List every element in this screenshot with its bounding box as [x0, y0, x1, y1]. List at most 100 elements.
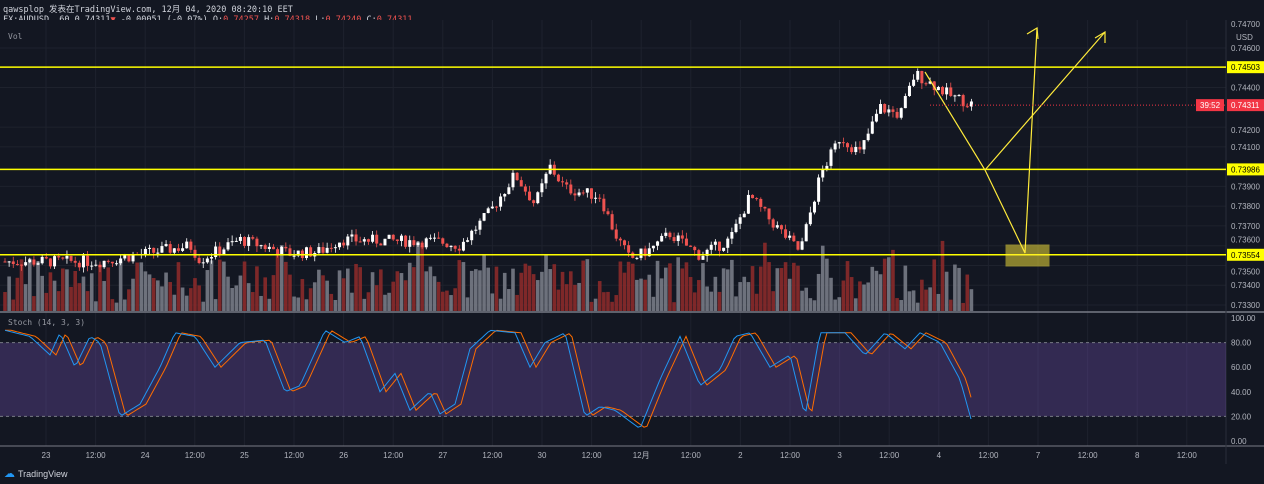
candle-down: [792, 235, 796, 242]
candle-down: [528, 191, 532, 201]
candle-down: [932, 81, 936, 91]
volume-bar: [213, 299, 218, 311]
volume-bar: [535, 280, 540, 311]
volume-bar: [948, 299, 953, 311]
candle-up: [879, 104, 883, 114]
level-price-label: 0.73986: [1231, 165, 1260, 174]
price-tick: 0.73700: [1231, 222, 1260, 231]
candle-up: [222, 249, 226, 255]
candle-down: [623, 240, 626, 246]
candle-up: [90, 265, 94, 267]
volume-bar: [263, 277, 267, 311]
volume-bar: [61, 268, 65, 311]
candle-up: [102, 260, 106, 268]
candle-up: [577, 192, 581, 196]
countdown-label: 39:52: [1200, 101, 1221, 110]
volume-bar: [829, 277, 833, 311]
candle-down: [569, 184, 573, 194]
candle-up: [536, 192, 540, 204]
volume-bar: [89, 273, 94, 311]
stoch-band: [0, 342, 1226, 417]
volume-bar: [222, 261, 226, 311]
volume-bar: [238, 275, 243, 311]
candle-up: [40, 256, 44, 264]
candle-down: [643, 248, 647, 257]
price-axis[interactable]: 0.74700 0.74600 0.74400 0.74200 0.74100 0.739…: [1196, 20, 1264, 446]
candle-up: [185, 241, 189, 249]
candle-down: [243, 236, 247, 246]
candle-up: [953, 95, 957, 97]
volume-bar: [449, 295, 453, 311]
volume-bar: [176, 262, 181, 311]
candle-up: [24, 262, 28, 266]
candle-up: [808, 212, 812, 225]
volume-bar: [907, 291, 912, 311]
volume-bar: [412, 267, 416, 311]
candle-up: [428, 237, 432, 239]
candle-down: [684, 238, 688, 246]
time-tick: 12:00: [383, 451, 404, 460]
candle-up: [540, 183, 544, 193]
candle-down: [73, 260, 77, 263]
candle-up: [433, 237, 437, 239]
stoch-tick: 80.00: [1231, 339, 1252, 348]
candle-down: [110, 261, 114, 264]
price-tick: 0.74200: [1231, 126, 1260, 135]
volume-bar: [151, 278, 156, 311]
candle-down: [846, 143, 850, 148]
candle-down: [189, 241, 193, 250]
volume-bar: [858, 281, 862, 311]
candle-up: [164, 244, 168, 247]
time-tick: 3: [837, 451, 842, 460]
candle-up: [825, 165, 829, 171]
candle-up: [817, 177, 821, 202]
candle-down: [329, 247, 333, 249]
volume-bar: [664, 267, 668, 311]
level-price-tag: [1227, 163, 1264, 176]
price-tick: 0.73900: [1231, 182, 1260, 191]
candle-up: [887, 109, 891, 113]
candle-down: [309, 247, 313, 257]
projection-arrow: [984, 31, 1106, 171]
candle-down: [796, 241, 800, 250]
tradingview-logo[interactable]: ☁ TradingView: [4, 467, 68, 480]
volume-bar: [552, 264, 557, 311]
volume-bar: [457, 260, 462, 311]
volume-bar: [81, 276, 86, 311]
volume-bar: [804, 287, 809, 311]
volume-bar: [932, 259, 937, 311]
volume-bar: [288, 274, 292, 311]
volume-bar: [961, 302, 965, 311]
volume-bar: [911, 290, 916, 311]
time-tick: 12:00: [582, 451, 603, 460]
candle-down: [358, 241, 362, 243]
drawings[interactable]: [0, 26, 1226, 267]
volume-bar: [110, 299, 115, 311]
volume-bar: [531, 274, 536, 311]
time-tick: 8: [1135, 451, 1140, 460]
time-tick: 12:00: [86, 451, 107, 460]
candle-up: [499, 196, 503, 207]
candle-up: [280, 246, 284, 256]
time-tick: 12月: [633, 451, 650, 460]
volume-bar: [597, 281, 602, 311]
candle-up: [247, 237, 251, 246]
volume-bar: [837, 297, 842, 311]
candle-up: [333, 247, 337, 249]
volume-bar: [275, 252, 280, 311]
volume-bar: [69, 286, 73, 311]
candle-down: [271, 246, 275, 250]
price-tick: 0.74600: [1231, 44, 1260, 53]
main-pane: [0, 20, 1226, 312]
candle-up: [424, 238, 428, 248]
volume-bar: [816, 273, 821, 311]
candle-up: [238, 236, 242, 241]
volume-bar: [618, 261, 623, 311]
candle-up: [317, 247, 321, 254]
stoch-k-line: [4, 329, 972, 428]
stoch-pane: [0, 329, 1226, 428]
time-axis[interactable]: 23 12:00 24 12:00 25 12:00 26 12:00 27 12:00 30 12:…: [42, 451, 1198, 460]
candle-down: [420, 242, 424, 248]
volume-bar: [48, 272, 53, 311]
